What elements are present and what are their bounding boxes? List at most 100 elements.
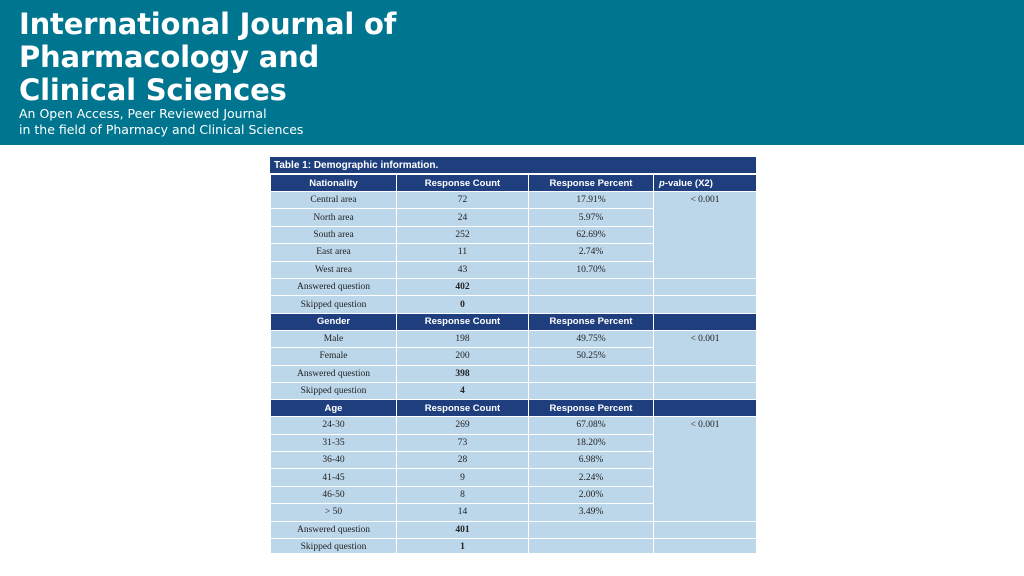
pvalue-cell: < 0.001 (653, 191, 756, 279)
row-percent: 18.20% (528, 433, 654, 453)
row-percent: 2.24% (528, 468, 654, 487)
percent-header: Response Percent (528, 312, 654, 331)
count-header: Response Count (396, 399, 529, 418)
label-header: Gender (270, 312, 397, 331)
journal-banner: International Journal of Pharmacology an… (0, 0, 1024, 145)
table-row: Male 198 49.75% < 0.001 (270, 329, 756, 366)
skipped-label: Skipped question (270, 381, 397, 401)
row-percent: 50.25% (528, 347, 654, 366)
row-label: Female (270, 347, 397, 366)
row-percent: 67.08% (528, 416, 654, 435)
row-label: North area (270, 208, 397, 227)
row-label: 46-50 (270, 485, 397, 505)
table-caption: Table 1: Demographic information. (270, 157, 756, 174)
table-row: Central area 72 17.91% < 0.001 (270, 190, 756, 279)
skipped-row: Skipped question 1 (270, 538, 756, 553)
journal-subtitle: An Open Access, Peer Reviewed Journal in… (19, 106, 303, 138)
row-percent: 49.75% (528, 329, 654, 349)
skipped-label: Skipped question (270, 295, 397, 314)
row-count: 8 (396, 485, 529, 505)
row-label: Male (270, 329, 397, 349)
skipped-label: Skipped question (270, 538, 397, 553)
table-row: West area 43 10.70% (270, 260, 757, 279)
answered-count: 401 (396, 520, 529, 540)
row-count: 43 (396, 260, 529, 279)
skipped-pvalue-empty (653, 295, 756, 314)
row-count: 252 (396, 225, 529, 245)
answered-label: Answered question (270, 520, 397, 540)
skipped-count: 4 (396, 381, 529, 401)
table-row: Female 200 50.25% (270, 347, 757, 366)
section-header-row: Age Response Count Response Percent (270, 399, 756, 418)
answered-percent-empty (528, 520, 654, 540)
pvalue-cell: < 0.001 (653, 329, 756, 366)
row-percent: 6.98% (528, 451, 654, 470)
skipped-percent-empty (528, 538, 654, 553)
journal-subtitle-line: in the field of Pharmacy and Clinical Sc… (19, 122, 304, 137)
pvalue-cell: < 0.001 (653, 416, 756, 522)
row-percent: 2.00% (528, 485, 654, 505)
journal-title-line: International Journal of (19, 7, 397, 41)
row-count: 28 (396, 451, 529, 470)
skipped-pvalue-empty (653, 381, 756, 401)
table-row: North area 24 5.97% (270, 208, 757, 227)
percent-header: Response Percent (528, 399, 654, 418)
answered-count: 402 (396, 277, 529, 297)
row-label: 24-30 (270, 416, 397, 435)
pvalue-header-prefix: p (659, 177, 665, 189)
skipped-percent-empty (528, 381, 654, 401)
answered-row: Answered question 398 (270, 364, 756, 383)
answered-label: Answered question (270, 364, 397, 383)
section-header-row: Gender Response Count Response Percent (270, 312, 756, 331)
table-row: 46-50 8 2.00% (270, 485, 757, 505)
row-label: 31-35 (270, 433, 397, 453)
answered-pvalue-empty (653, 277, 756, 297)
demographic-table: Nationality Response Count Response Percen… (270, 174, 756, 553)
pvalue-header (653, 399, 756, 418)
row-percent: 5.97% (528, 208, 654, 227)
percent-header: Response Percent (528, 174, 654, 192)
skipped-pvalue-empty (653, 538, 756, 553)
skipped-row: Skipped question 4 (270, 381, 756, 401)
row-label: West area (270, 260, 397, 279)
pvalue-header (653, 312, 756, 331)
row-count: 24 (396, 208, 529, 227)
journal-title-line: Clinical Sciences (19, 73, 287, 107)
row-percent: 10.70% (528, 260, 654, 279)
skipped-row: Skipped question 0 (270, 295, 756, 314)
demographic-table-figure: Table 1: Demographic information. Nation… (270, 157, 756, 553)
pvalue-header-suffix: -value (X2) (664, 177, 713, 189)
answered-row: Answered question 402 (270, 277, 756, 297)
row-count: 72 (396, 190, 529, 210)
table-row: 36-40 28 6.98% (270, 451, 757, 470)
label-header: Age (270, 399, 397, 418)
row-count: 11 (396, 243, 529, 262)
row-label: East area (270, 243, 397, 262)
answered-percent-empty (528, 364, 654, 383)
row-count: 198 (396, 329, 529, 349)
row-label: South area (270, 225, 397, 245)
skipped-count: 1 (396, 538, 529, 553)
section-header-row: Nationality Response Count Response Percen… (270, 174, 756, 192)
answered-pvalue-empty (653, 364, 756, 383)
answered-percent-empty (528, 277, 654, 297)
answered-row: Answered question 401 (270, 520, 756, 540)
row-count: 9 (396, 468, 529, 487)
row-percent: 17.91% (528, 190, 654, 210)
row-label: 36-40 (270, 451, 397, 470)
table-body: Nationality Response Count Response Percen… (270, 174, 757, 553)
skipped-percent-empty (528, 295, 654, 314)
row-count: 200 (396, 347, 529, 366)
row-label: 41-45 (270, 468, 397, 487)
journal-subtitle-line: An Open Access, Peer Reviewed Journal (19, 106, 267, 121)
row-percent: 3.49% (528, 503, 654, 522)
count-header: Response Count (396, 312, 529, 331)
table-row: 24-30 269 67.08% < 0.001 (270, 416, 756, 522)
row-label: Central area (270, 190, 397, 210)
journal-title: International Journal of Pharmacology an… (19, 8, 396, 107)
answered-count: 398 (396, 364, 529, 383)
answered-label: Answered question (270, 277, 397, 297)
row-label: > 50 (270, 503, 397, 522)
label-header: Nationality (270, 174, 397, 192)
table-row: 31-35 73 18.20% (270, 433, 757, 453)
